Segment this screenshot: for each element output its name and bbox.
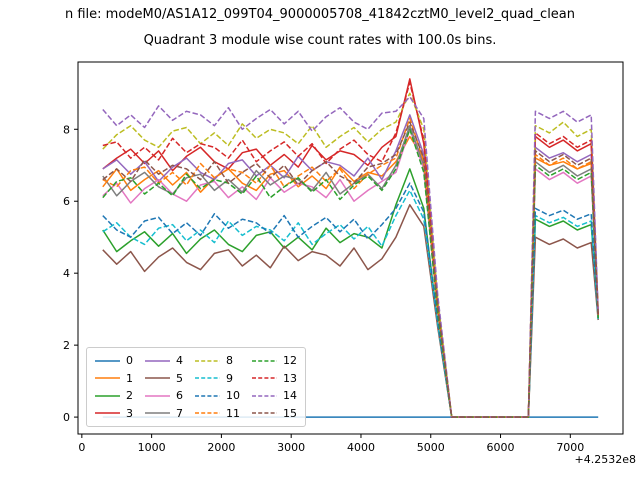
series-lines (102, 78, 599, 418)
legend-line-swatch-12 (252, 360, 277, 362)
legend-item-10: 10 (195, 390, 240, 401)
y-tick-label: 2 (63, 339, 70, 352)
legend-label-5: 5 (176, 371, 183, 385)
legend-item-6: 6 (145, 390, 183, 401)
x-tick-label: 5000 (417, 441, 445, 454)
x-tick-label: 3000 (277, 441, 305, 454)
legend-label-7: 7 (176, 406, 183, 420)
legend-item-12: 12 (252, 355, 297, 366)
legend-item-15: 15 (252, 408, 297, 419)
legend-line-swatch-4 (145, 360, 170, 362)
figure-suptitle: n file: modeM0/AS1A12_099T04_9000005708_… (64, 7, 576, 22)
y-tick-label: 8 (63, 123, 70, 136)
legend: 0 1 2 3 4 5 6 7 8 9 10 11 12 13 14 15 (86, 347, 306, 427)
legend-label-1: 1 (126, 371, 133, 385)
series-line-13 (102, 81, 599, 418)
legend-item-2: 2 (95, 390, 133, 401)
x-tick-label: 1000 (138, 441, 166, 454)
series-line-11 (102, 117, 599, 418)
legend-label-3: 3 (126, 406, 133, 420)
legend-label-0: 0 (126, 354, 133, 368)
legend-line-swatch-6 (145, 395, 170, 397)
x-tick-label: 4000 (347, 441, 375, 454)
x-tick-label: 0 (78, 441, 85, 454)
axes-title: Quadrant 3 module wise count rates with … (143, 33, 497, 48)
legend-label-8: 8 (226, 354, 233, 368)
legend-line-swatch-11 (195, 412, 220, 414)
legend-label-10: 10 (226, 389, 240, 403)
series-line-9 (102, 189, 599, 418)
legend-item-1: 1 (95, 373, 133, 384)
x-axis-offset-label: +4.2532e8 (574, 453, 636, 466)
y-tick-label: 4 (63, 267, 70, 280)
legend-line-swatch-1 (95, 377, 120, 379)
legend-item-11: 11 (195, 408, 240, 419)
legend-line-swatch-7 (145, 412, 170, 414)
legend-label-6: 6 (176, 389, 183, 403)
legend-line-swatch-15 (252, 412, 277, 414)
y-axis: 0 2 4 6 8 (63, 123, 78, 424)
legend-line-swatch-10 (195, 395, 220, 397)
legend-item-3: 3 (95, 408, 133, 419)
legend-item-14: 14 (252, 390, 297, 401)
legend-line-swatch-0 (95, 360, 120, 362)
legend-line-swatch-13 (252, 377, 277, 379)
legend-line-swatch-14 (252, 395, 277, 397)
legend-line-swatch-3 (95, 412, 120, 414)
legend-line-swatch-8 (195, 360, 220, 362)
legend-item-9: 9 (195, 373, 240, 384)
legend-line-swatch-9 (195, 377, 220, 379)
legend-item-5: 5 (145, 373, 183, 384)
series-line-15 (102, 121, 599, 418)
legend-item-4: 4 (145, 355, 183, 366)
x-axis: 0 1000 2000 3000 4000 5000 6000 7000 (78, 434, 584, 454)
series-line-14 (102, 96, 599, 418)
legend-label-13: 13 (283, 371, 297, 385)
legend-label-2: 2 (126, 389, 133, 403)
legend-label-9: 9 (226, 371, 233, 385)
legend-item-13: 13 (252, 373, 297, 384)
legend-label-14: 14 (283, 389, 297, 403)
legend-item-8: 8 (195, 355, 240, 366)
legend-label-11: 11 (226, 406, 240, 420)
axes-spines (77, 61, 624, 435)
y-tick-label: 0 (63, 411, 70, 424)
x-tick-label: 7000 (556, 441, 584, 454)
legend-label-15: 15 (283, 406, 297, 420)
legend-item-7: 7 (145, 408, 183, 419)
x-tick-label: 2000 (207, 441, 235, 454)
legend-line-swatch-2 (95, 395, 120, 397)
legend-label-12: 12 (283, 354, 297, 368)
legend-line-swatch-5 (145, 377, 170, 379)
legend-label-4: 4 (176, 354, 183, 368)
y-tick-label: 6 (63, 195, 70, 208)
legend-item-0: 0 (95, 355, 133, 366)
x-tick-label: 6000 (487, 441, 515, 454)
